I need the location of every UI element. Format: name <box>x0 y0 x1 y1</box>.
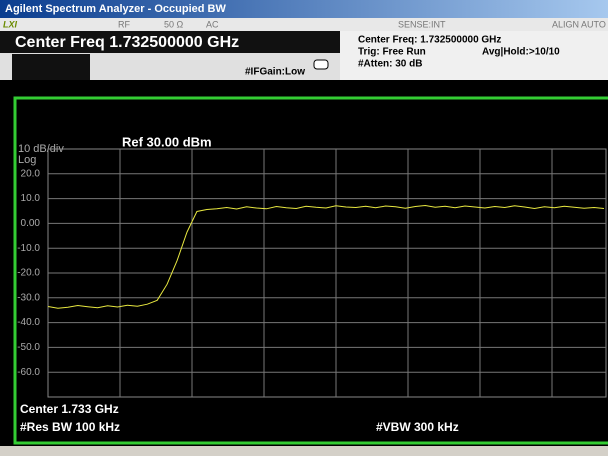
rbw-label: #Res BW 100 kHz <box>20 420 120 434</box>
plot: 20.0 10.0 0.00 -10.0 -20.0 -30.0 -40.0 -50.0 -60… <box>17 148 607 398</box>
status-item: ALIGN AUTO <box>552 19 606 29</box>
center-freq: Center Freq 1.732500000 GHz <box>15 34 239 51</box>
softkey-box <box>12 54 90 80</box>
title-bar <box>0 0 608 18</box>
status-item: SENSE:INT <box>398 19 446 29</box>
info-line: Trig: Free Run <box>358 47 426 58</box>
scale-label: 10 dB/div <box>18 143 64 155</box>
info-line: #Atten: 30 dB <box>358 59 422 70</box>
y-tick-label: -50.0 <box>17 342 40 353</box>
info-line: Center Freq: 1.732500000 GHz <box>358 35 501 46</box>
y-tick-label: 0.00 <box>21 218 41 229</box>
vbw-label: #VBW 300 kHz <box>376 420 459 434</box>
ref-label: Ref 30.00 dBm <box>122 134 212 149</box>
trig-icon <box>313 59 329 70</box>
center-label: Center 1.733 GHz <box>20 402 119 416</box>
display-area <box>0 80 608 446</box>
y-tick-label: -60.0 <box>17 367 40 378</box>
status-item: 50 Ω <box>164 19 184 29</box>
active-window-border <box>13 96 608 445</box>
status-item: RF <box>118 19 130 29</box>
window-title: Agilent Spectrum Analyzer - Occupied BW <box>5 3 226 15</box>
y-tick-label: -40.0 <box>17 317 40 328</box>
if-gain: #IFGain:Low <box>245 67 305 78</box>
header-right-panel <box>340 31 608 80</box>
y-tick-label: -30.0 <box>17 292 40 303</box>
avg-hold: Avg|Hold:>10/10 <box>482 47 560 58</box>
y-tick-label: 10.0 <box>21 193 41 204</box>
status-item: AC <box>206 19 219 29</box>
y-tick-label: -20.0 <box>17 268 40 279</box>
log-label: Log <box>18 154 36 166</box>
trace <box>47 204 605 309</box>
center-freq-bar <box>0 31 340 53</box>
lxi-logo: LXI <box>3 19 18 29</box>
y-tick-label: 20.0 <box>21 168 41 179</box>
y-tick-label: -10.0 <box>17 243 40 254</box>
status-bar <box>0 18 608 31</box>
